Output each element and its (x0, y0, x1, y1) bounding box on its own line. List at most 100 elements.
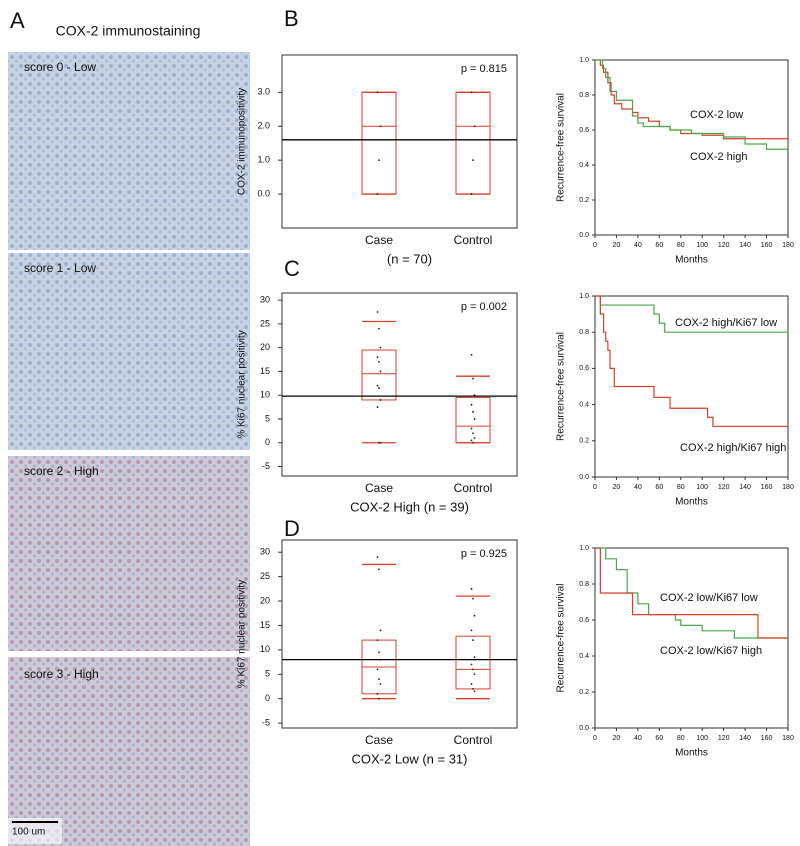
point (378, 159, 380, 162)
survival-curve (595, 59, 788, 150)
point (379, 629, 382, 632)
point (473, 673, 476, 676)
box (455, 91, 491, 195)
y-tick-label: 0 (265, 437, 270, 447)
annotation: p = 0.925 (461, 548, 507, 560)
survival-curve (595, 59, 788, 140)
point (472, 668, 474, 671)
y-tick-label: 1.0 (257, 155, 270, 165)
point (472, 441, 474, 444)
panel-letter: B (284, 6, 299, 31)
micrograph (8, 456, 250, 651)
x-axis-label: Months (675, 748, 708, 759)
plot-frame (281, 54, 518, 229)
y-tick-label: 20 (260, 595, 270, 605)
point (472, 410, 474, 413)
point (473, 614, 476, 617)
y-tick-label: 0.0 (579, 725, 589, 732)
legend-label: COX-2 low/Ki67 low (660, 592, 758, 604)
y-tick-label: 5 (265, 669, 270, 679)
point (470, 427, 473, 430)
y-tick-label: 0.8 (579, 581, 589, 588)
x-tick-label: 100 (696, 735, 708, 742)
point (376, 556, 379, 558)
x-axis-label: Months (675, 497, 708, 508)
y-tick-label: -5 (262, 717, 270, 727)
box (455, 397, 491, 444)
point (379, 683, 382, 685)
panel-letter: C (284, 256, 300, 281)
x-tick-label: Case (365, 481, 393, 495)
y-tick-label: 10 (260, 644, 270, 654)
legend-label: COX-2 high/Ki67 low (675, 317, 777, 329)
point (378, 678, 380, 681)
y-tick-label: 0.6 (579, 365, 589, 372)
point (470, 403, 473, 406)
x-tick-label: 0 (593, 484, 597, 491)
x-tick-label: 80 (677, 484, 685, 491)
x-tick-label: Control (454, 233, 493, 247)
point (473, 690, 476, 693)
y-tick-label: 20 (260, 342, 270, 352)
y-tick-label: 0.2 (579, 197, 589, 204)
y-tick-label: 0.2 (579, 438, 589, 445)
y-tick-label: 0.0 (579, 474, 589, 481)
x-tick-label: 80 (677, 242, 685, 249)
y-tick-label: 10 (260, 390, 270, 400)
x-tick-label: 180 (782, 242, 794, 249)
micrograph (8, 52, 250, 250)
x-axis-label: Months (675, 255, 708, 266)
box (361, 349, 397, 401)
point (379, 370, 382, 373)
y-axis-label: Recurrence-free survival (556, 93, 567, 202)
x-tick-label: 120 (718, 735, 730, 742)
y-tick-label: 2.0 (257, 121, 270, 131)
x-tick-label: 100 (696, 484, 708, 491)
point (378, 697, 380, 700)
x-tick-label: 160 (761, 242, 773, 249)
y-tick-label: 0.4 (579, 401, 589, 408)
image-label: score 1 - Low (24, 261, 96, 275)
point (378, 327, 380, 330)
y-tick-label: 0.6 (579, 617, 589, 624)
x-tick-label: 140 (739, 484, 751, 491)
x-tick-label: Control (454, 481, 493, 495)
point (470, 91, 473, 94)
x-tick-label: 140 (739, 735, 751, 742)
x-tick-label: 100 (696, 242, 708, 249)
plot-frame (594, 59, 789, 236)
point (378, 387, 380, 389)
point (378, 651, 380, 654)
y-tick-label: 0.0 (579, 232, 589, 239)
x-tick-label: 0 (593, 242, 597, 249)
point (470, 663, 473, 666)
x-tick-label: 180 (782, 735, 794, 742)
image-label: score 0 - Low (24, 60, 96, 74)
plot-frame (281, 292, 518, 477)
point (470, 683, 473, 685)
y-tick-label: 15 (260, 366, 270, 376)
y-axis-label: Recurrence-free survival (556, 584, 567, 693)
y-axis-label: COX-2 immunopositivity (237, 88, 248, 195)
y-tick-label: 3.0 (257, 87, 270, 97)
y-tick-label: 30 (260, 295, 270, 305)
y-tick-label: 0.8 (579, 92, 589, 99)
point (376, 193, 379, 195)
x-axis-label: (n = 70) (387, 251, 432, 266)
point (472, 159, 474, 162)
point (379, 399, 382, 401)
y-tick-label: 15 (260, 620, 270, 630)
point (473, 437, 476, 439)
y-tick-label: 1.0 (579, 57, 589, 64)
y-tick-label: 1.0 (579, 545, 589, 552)
y-tick-label: 1.0 (579, 293, 589, 300)
point (376, 668, 379, 671)
y-tick-label: 0.6 (579, 127, 589, 134)
panel-letter: D (284, 516, 300, 541)
x-tick-label: 40 (634, 735, 642, 742)
y-tick-label: 30 (260, 547, 270, 557)
point (378, 361, 380, 363)
point (473, 418, 476, 420)
point (378, 441, 380, 444)
x-tick-label: 120 (718, 484, 730, 491)
